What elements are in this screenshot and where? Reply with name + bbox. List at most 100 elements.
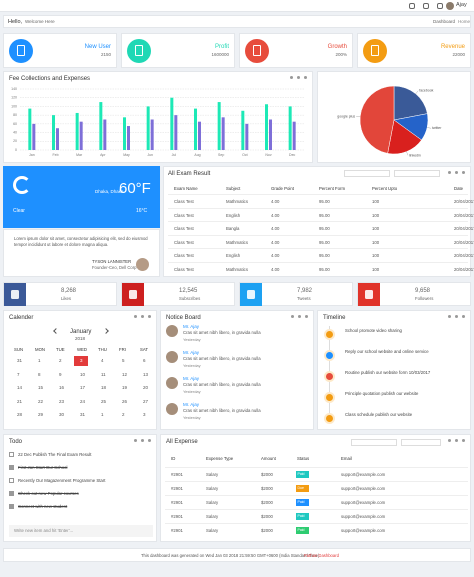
panel-tool[interactable]	[290, 76, 293, 79]
notice-avatar	[166, 377, 178, 389]
panel-tool[interactable]	[448, 171, 451, 174]
table-cell: 95.00	[319, 226, 330, 231]
table-cell: Salary	[206, 528, 219, 533]
todo-checkbox[interactable]	[9, 452, 14, 457]
panel-tool[interactable]	[455, 171, 458, 174]
social-label: Subscribes	[179, 296, 201, 301]
todo-checkbox[interactable]	[9, 504, 14, 509]
search-input[interactable]	[344, 170, 390, 177]
welcome: Welcome Here	[25, 19, 55, 24]
table-cell: 4.00	[271, 253, 280, 258]
stat-value: 22000	[452, 52, 465, 57]
todo-checkbox[interactable]	[9, 478, 14, 483]
panel-tool[interactable]	[455, 315, 458, 318]
panel-tool[interactable]	[305, 315, 308, 318]
condition: Clear	[13, 208, 25, 214]
calendar-next[interactable]	[103, 328, 109, 334]
search-input[interactable]	[394, 170, 440, 177]
status-badge: Paid	[296, 513, 309, 520]
bar	[217, 102, 221, 150]
x-tick-label: Oct	[242, 153, 247, 157]
table-cell: #2901	[171, 472, 183, 477]
panel-tool[interactable]	[304, 76, 307, 79]
panel-tool[interactable]	[448, 439, 451, 442]
panel-tool[interactable]	[141, 439, 144, 442]
search-input[interactable]	[351, 439, 397, 446]
calendar-day: 1	[38, 358, 41, 363]
social-value: 9,658	[415, 288, 431, 294]
column-header: Email	[341, 456, 352, 461]
stat-label: New User	[84, 44, 111, 50]
y-tick-label: 80	[13, 113, 17, 117]
weekday: TUE	[56, 347, 65, 352]
table-cell: support@example.com	[341, 486, 386, 491]
calendar-day: 19	[122, 385, 128, 390]
todo-checkbox[interactable]	[9, 465, 14, 470]
y-tick-label: 100	[11, 104, 17, 108]
calendar-day: 28	[17, 412, 23, 417]
stat-icon	[127, 39, 151, 63]
stat-label: Growth	[327, 44, 347, 50]
table-cell: 95.00	[319, 239, 330, 245]
nav-icon[interactable]	[409, 3, 415, 9]
panel-tool[interactable]	[448, 315, 451, 318]
calendar-prev[interactable]	[53, 328, 59, 334]
table-cell: Salary	[206, 514, 219, 519]
social-glyph	[129, 290, 137, 299]
x-tick-label: Feb	[52, 153, 58, 157]
timeline-text: Principle quotation publish our website	[345, 391, 419, 396]
panel-tool[interactable]	[134, 439, 137, 442]
bar	[170, 97, 174, 150]
timeline-text: Reply our school website and online serv…	[345, 349, 429, 354]
calendar-month: January	[70, 329, 92, 335]
timeline-text: Class schedule publish our website	[345, 412, 413, 417]
stat-icon	[363, 39, 387, 63]
panel-title: All Expense	[166, 439, 198, 445]
todo-text: Connect with new student	[18, 504, 68, 509]
panel-tool[interactable]	[455, 439, 458, 442]
table-cell: 20/04/2017	[454, 199, 474, 204]
table-cell: Class Test	[174, 199, 194, 204]
nav-icon[interactable]	[437, 3, 443, 9]
bar	[52, 115, 55, 150]
calendar-day: 26	[122, 398, 128, 404]
stat-value: 2150	[100, 52, 111, 57]
panel-tool[interactable]	[148, 439, 151, 442]
stat-label: Profit	[214, 44, 229, 50]
table-cell: $2000	[261, 472, 273, 477]
nav-icon[interactable]	[423, 3, 429, 9]
panel-tool[interactable]	[462, 171, 465, 174]
panel-tool[interactable]	[462, 439, 465, 442]
avatar[interactable]	[446, 2, 454, 10]
todo-checkbox[interactable]	[9, 491, 14, 496]
breadcrumb: Dashboard	[433, 19, 456, 24]
bar	[241, 110, 245, 150]
panel-tool[interactable]	[148, 315, 151, 318]
timeline-dot	[324, 413, 335, 424]
location: Dhaka, Dhaka	[95, 189, 124, 194]
calendar-day: 11	[101, 371, 106, 377]
row-divider	[168, 261, 468, 263]
table-cell: Class Test	[174, 239, 194, 245]
panel-tool[interactable]	[134, 315, 137, 318]
stat-value: 200%	[335, 52, 347, 57]
panel-tool[interactable]	[462, 315, 465, 318]
todo-text: First Jan Start Our School	[18, 465, 68, 470]
panel-tool[interactable]	[141, 315, 144, 318]
search-input[interactable]	[401, 439, 441, 446]
bar	[245, 123, 249, 150]
calendar-day: 7	[17, 371, 20, 377]
panel-tool[interactable]	[291, 315, 294, 318]
panel-graphic: facebook twitter linkedin google plus	[337, 85, 442, 157]
panel-tool[interactable]	[297, 76, 300, 79]
panel-tool[interactable]	[298, 315, 301, 318]
expense-panel: All Expense ID Expense Type Amount Status Ema…	[160, 434, 471, 542]
stat-card: New User 2150	[3, 33, 117, 68]
weekday: MON	[35, 347, 46, 352]
social-value: 12,545	[179, 288, 198, 294]
todo-input[interactable]: Write new item and hit 'Enter'...	[9, 525, 153, 537]
social-value: 8,268	[61, 288, 77, 294]
table-cell: $2000	[261, 500, 273, 505]
bar	[174, 115, 178, 150]
